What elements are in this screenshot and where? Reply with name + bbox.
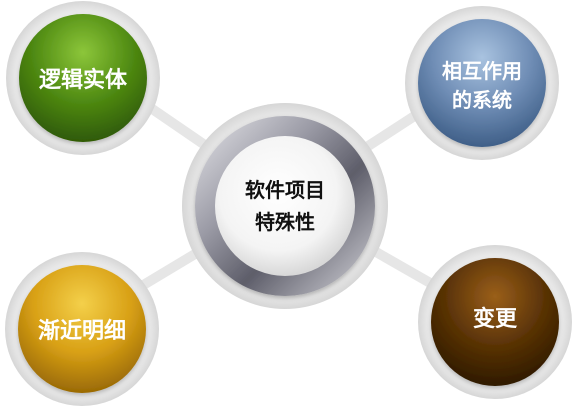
center-label-line1: 软件项目 — [245, 178, 325, 202]
center-hub: 软件项目 特殊性 — [182, 103, 388, 309]
center-label-line2: 特殊性 — [255, 210, 315, 234]
node-top-right-label-line1: 相互作用 — [442, 59, 522, 83]
node-bottom-right: 变更 — [418, 245, 572, 399]
node-top-right-label-line2: 的系统 — [452, 88, 512, 112]
node-top-left-label: 逻辑实体 — [39, 67, 128, 93]
node-top-left: 逻辑实体 — [6, 1, 160, 155]
node-bottom-left-label: 渐近明细 — [38, 318, 126, 344]
node-bottom-right-label: 变更 — [473, 306, 518, 332]
node-top-right: 相互作用 的系统 — [405, 6, 559, 160]
node-bottom-left: 渐近明细 — [5, 252, 159, 406]
